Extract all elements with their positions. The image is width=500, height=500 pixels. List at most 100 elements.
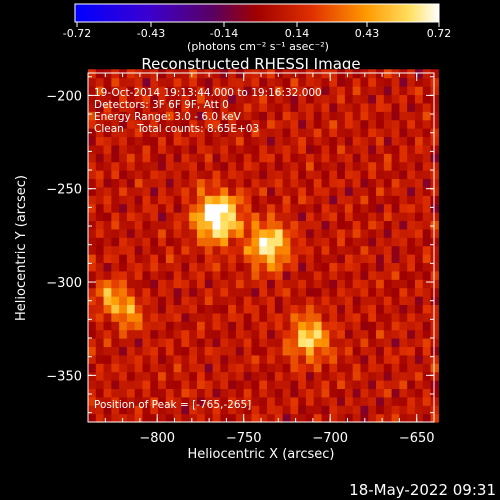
heatmap-cell [313, 237, 323, 247]
heatmap-cell [126, 354, 136, 364]
heatmap-cell [196, 94, 206, 104]
heatmap-cell [142, 170, 151, 180]
heatmap-cell [391, 321, 400, 331]
heatmap-cell [251, 161, 260, 171]
heatmap-cell [407, 237, 416, 247]
heatmap-cell [126, 69, 136, 79]
heatmap-cell [134, 153, 144, 163]
heatmap-cell [235, 170, 245, 180]
heatmap-cell [235, 245, 245, 255]
heatmap-cell [414, 312, 424, 322]
heatmap-cell [313, 346, 323, 356]
heatmap-cell [422, 94, 432, 104]
heatmap-cell [228, 312, 237, 322]
heatmap-cell [134, 346, 144, 356]
heatmap-cell [126, 396, 136, 406]
heatmap-cell [165, 279, 175, 289]
heatmap-cell [126, 371, 136, 381]
heatmap-cell [251, 228, 260, 238]
heatmap-cell [88, 237, 97, 247]
heatmap-cell [383, 371, 393, 381]
heatmap-cell [165, 228, 175, 238]
heatmap-cell [422, 354, 432, 364]
heatmap-cell [344, 405, 354, 415]
heatmap-cell [430, 380, 439, 390]
heatmap-cell [126, 270, 136, 280]
heatmap-cell [383, 396, 393, 406]
heatmap-cell [126, 161, 136, 171]
heatmap-cell [165, 186, 175, 196]
heatmap-cell [368, 312, 377, 322]
heatmap-cell [181, 136, 190, 146]
heatmap-cell [95, 338, 105, 348]
heatmap-cell [414, 254, 424, 264]
heatmap-cell [95, 102, 105, 112]
heatmap-cell [228, 287, 237, 297]
heatmap-cell [228, 77, 237, 87]
heatmap-cell [119, 405, 128, 415]
heatmap-cell [368, 119, 377, 129]
heatmap-cell [134, 136, 144, 146]
heatmap-cell [414, 144, 424, 154]
heatmap-cell [259, 405, 268, 415]
heatmap-cell [158, 228, 167, 238]
heatmap-cell [414, 388, 424, 398]
heatmap-cell [95, 86, 105, 96]
heatmap-cell [337, 363, 346, 373]
heatmap-cell [204, 329, 214, 339]
heatmap-cell [212, 296, 221, 306]
heatmap-cell [134, 186, 144, 196]
heatmap-cell [376, 228, 385, 238]
heatmap-cell [422, 296, 432, 306]
heatmap-cell [103, 245, 112, 255]
heatmap-cell [298, 405, 307, 415]
heatmap-cell [313, 380, 323, 390]
heatmap-cell [282, 262, 292, 272]
heatmap-cell [352, 254, 362, 264]
heatmap-cell [352, 363, 362, 373]
heatmap-cell [376, 312, 385, 322]
heatmap-cell [150, 119, 159, 129]
heatmap-cell [142, 77, 151, 87]
heatmap-cell [407, 254, 416, 264]
heatmap-cell [267, 405, 276, 415]
heatmap-cell [407, 388, 416, 398]
heatmap-cell [142, 220, 151, 230]
heatmap-cell [119, 279, 128, 289]
heatmap-cell [360, 136, 369, 146]
heatmap-cell [134, 304, 144, 314]
heatmap-cell [111, 405, 120, 415]
heatmap-cell [103, 178, 112, 188]
heatmap-cell [228, 262, 237, 272]
heatmap-cell [158, 312, 167, 322]
heatmap-cell [235, 304, 245, 314]
heatmap-cell [196, 203, 206, 213]
heatmap-cell [368, 170, 377, 180]
heatmap-cell [228, 279, 237, 289]
heatmap-cell [321, 170, 330, 180]
heatmap-cell [212, 371, 221, 381]
heatmap-cell [329, 338, 338, 348]
heatmap-cell [235, 312, 245, 322]
heatmap-cell [360, 203, 369, 213]
heatmap-cell [126, 203, 136, 213]
heatmap-cell [111, 338, 120, 348]
heatmap-cell [88, 119, 97, 129]
heatmap-cell [103, 69, 112, 79]
heatmap-cell [235, 279, 245, 289]
heatmap-cell [243, 195, 253, 205]
heatmap-cell [391, 111, 400, 121]
heatmap-cell [344, 296, 354, 306]
heatmap-cell [391, 144, 400, 154]
heatmap-cell [274, 321, 284, 331]
heatmap-cell [243, 254, 253, 264]
heatmap-cell [282, 396, 292, 406]
heatmap-cell [111, 279, 120, 289]
heatmap-cell [220, 77, 229, 87]
heatmap-cell [399, 245, 408, 255]
colorbar-unit-label: (photons cm⁻² s⁻¹ asec⁻²) [187, 40, 329, 53]
heatmap-cell [305, 94, 315, 104]
heatmap-cell [360, 396, 369, 406]
heatmap-cell [313, 186, 323, 196]
heatmap-cell [204, 304, 214, 314]
